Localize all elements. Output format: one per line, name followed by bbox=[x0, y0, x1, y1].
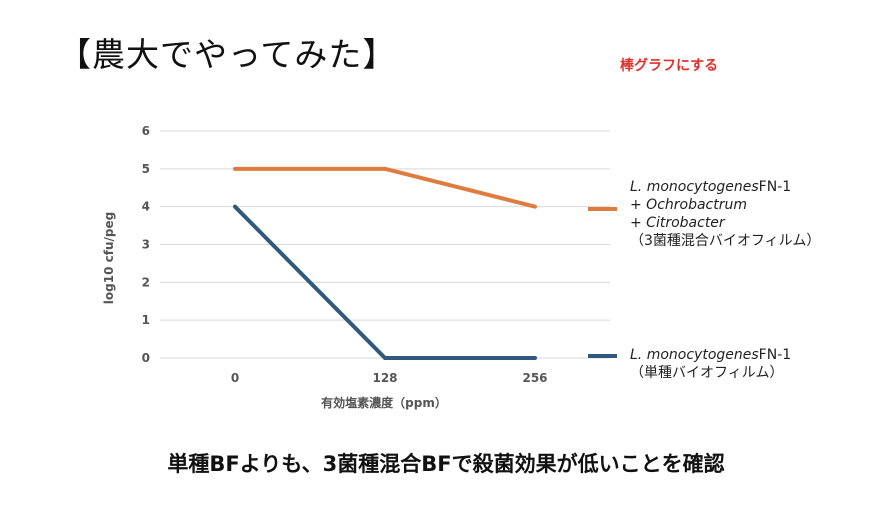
y-tick-label: 6 bbox=[142, 124, 150, 138]
legend-single-line2: （単種バイオフィルム） bbox=[630, 365, 784, 381]
slide-title: 【農大でやってみた】 bbox=[58, 35, 397, 74]
legend-single-strain: FN-1 bbox=[758, 347, 792, 363]
series-line-mixed bbox=[235, 166, 536, 209]
y-axis-label: log10 cfu/peg bbox=[102, 212, 116, 304]
legend-mixed-line2: + Ochrobactrum bbox=[630, 197, 748, 213]
x-tick-label: 256 bbox=[522, 371, 547, 385]
x-axis-label: 有効塩素濃度（ppm） bbox=[321, 395, 447, 410]
legend-entry-mixed: L. monocytogenesFN-1 + Ochrobactrum + Ci… bbox=[630, 178, 820, 250]
conclusion-text: 単種BFよりも、3菌種混合BFで殺菌効果が低いことを確認 bbox=[167, 452, 725, 476]
x-tick-label: 0 bbox=[231, 371, 239, 385]
data-point-mixed bbox=[383, 166, 387, 171]
annotation-note: 棒グラフにする bbox=[620, 58, 719, 74]
legend-mixed-species: L. monocytogenes bbox=[630, 179, 759, 195]
data-point-mixed bbox=[533, 204, 537, 209]
y-tick-label: 2 bbox=[142, 275, 150, 289]
legend-mixed-line3: + Citrobacter bbox=[630, 215, 725, 231]
data-point-single bbox=[533, 356, 537, 360]
legend-single-species: L. monocytogenes bbox=[630, 347, 759, 363]
y-tick-label: 5 bbox=[142, 162, 150, 176]
y-tick-label: 0 bbox=[142, 351, 150, 365]
legend-entry-single: L. monocytogenesFN-1 （単種バイオフィルム） bbox=[630, 346, 791, 382]
y-tick-label: 3 bbox=[142, 238, 150, 252]
x-tick-label: 128 bbox=[372, 371, 397, 385]
data-point-mixed bbox=[233, 166, 237, 171]
y-tick-label: 1 bbox=[142, 313, 150, 327]
y-tick-label: 4 bbox=[142, 200, 150, 214]
data-point-single bbox=[383, 356, 387, 360]
legend-mixed-strain: FN-1 bbox=[758, 179, 792, 195]
data-point-single bbox=[233, 204, 237, 209]
legend-mixed-line4: （3菌種混合バイオフィルム） bbox=[630, 233, 821, 249]
